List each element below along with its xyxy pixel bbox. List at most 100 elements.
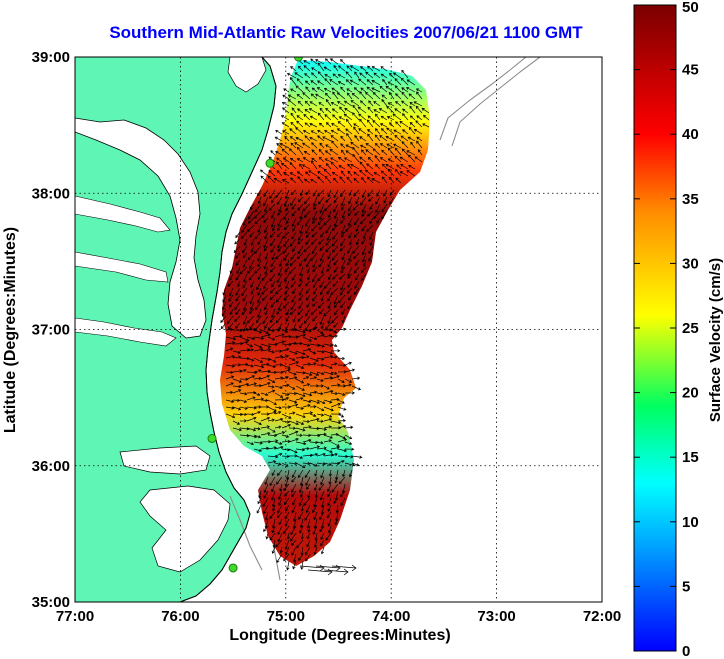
velocity-arrow [395, 101, 402, 107]
velocity-arrow [271, 469, 276, 477]
velocity-arrow [330, 135, 339, 142]
velocity-arrow [267, 446, 277, 450]
velocity-arrow [235, 287, 241, 296]
velocity-arrow [232, 406, 242, 411]
velocity-arrow [246, 412, 255, 417]
colorbar-tick-label: 45 [682, 62, 699, 79]
velocity-arrow [225, 375, 235, 380]
y-tick-label: 39:00 [32, 49, 70, 66]
velocity-arrow [278, 490, 283, 500]
velocity-arrow [422, 123, 430, 128]
velocity-arrow [267, 350, 275, 354]
velocity-arrow [337, 363, 347, 367]
velocity-arrow [327, 294, 332, 302]
radar-stations [207, 57, 303, 573]
velocity-arrow [336, 92, 346, 100]
velocity-arrow [260, 446, 270, 450]
velocity-arrow [286, 560, 290, 571]
velocity-arrow [374, 113, 381, 121]
colorbar-tick-label: 0 [682, 643, 690, 659]
velocity-arrow [315, 564, 341, 572]
velocity-arrow [379, 85, 388, 93]
velocity-arrow [415, 105, 423, 114]
velocity-arrow [359, 91, 367, 100]
velocity-arrow [289, 157, 297, 163]
velocity-arrow [399, 171, 409, 177]
velocity-arrow [330, 432, 339, 437]
velocity-arrow [379, 157, 388, 163]
velocity-arrow [401, 91, 409, 100]
velocity-arrow [308, 108, 318, 114]
velocity-arrow [320, 476, 325, 486]
velocity-arrow [345, 128, 353, 135]
velocity-arrow [253, 336, 265, 340]
velocity-arrow [277, 238, 283, 249]
velocity-arrow [302, 411, 314, 415]
velocity-arrow [313, 518, 318, 529]
velocity-arrow [354, 134, 360, 142]
velocity-arrow [302, 447, 310, 451]
velocity-arrow [380, 128, 388, 135]
velocity-arrow [276, 196, 283, 206]
velocity-arrow [246, 364, 254, 368]
velocity-arrow [304, 122, 311, 128]
velocity-arrow [338, 65, 346, 72]
velocity-arrow [288, 148, 297, 156]
velocity-arrow [345, 144, 353, 149]
velocity-arrow [320, 539, 325, 547]
velocity-arrow [296, 539, 304, 549]
velocity-arrow [278, 280, 283, 288]
velocity-arrow [288, 403, 299, 408]
velocity-arrow [408, 154, 416, 163]
velocity-arrow [283, 252, 290, 261]
velocity-arrow [298, 511, 304, 520]
velocity-arrow [239, 382, 250, 387]
velocity-arrow [284, 539, 290, 550]
velocity-arrow [303, 178, 311, 184]
velocity-arrow [346, 287, 353, 294]
velocity-arrow [299, 266, 304, 277]
velocity-arrow [304, 546, 311, 556]
velocity-arrow [389, 72, 395, 79]
velocity-arrow [262, 497, 269, 507]
velocity-arrow [275, 539, 283, 548]
velocity-arrow [263, 224, 269, 234]
velocity-arrow [235, 231, 241, 239]
velocity-arrow [246, 391, 257, 395]
velocity-arrow [339, 106, 346, 114]
velocity-arrow [232, 328, 243, 333]
velocity-arrow [372, 92, 381, 100]
velocity-arrow [310, 80, 318, 86]
velocity-arrow [316, 329, 324, 334]
velocity-arrow [320, 469, 325, 479]
velocity-arrow [326, 287, 332, 295]
velocity-arrow [365, 71, 374, 79]
colorbar-tick-label: 5 [682, 578, 690, 595]
velocity-arrow [270, 238, 276, 247]
velocity-arrow [360, 144, 367, 149]
velocity-arrow [234, 315, 241, 322]
velocity-arrow [281, 364, 291, 369]
velocity-arrow [409, 102, 416, 107]
velocity-arrow [239, 362, 249, 367]
velocity-arrow [269, 231, 276, 238]
velocity-arrow [250, 287, 255, 295]
velocity-arrow [381, 203, 388, 213]
velocity-arrow [297, 100, 304, 107]
velocity-arrow [291, 546, 297, 556]
velocity-arrow [324, 78, 332, 86]
velocity-arrow [284, 511, 290, 520]
velocity-arrow [300, 532, 304, 540]
velocity-arrow [375, 203, 381, 214]
velocity-arrow [317, 112, 325, 121]
velocity-arrow [276, 476, 283, 485]
velocity-arrow [274, 431, 286, 436]
velocity-arrow [331, 108, 339, 114]
velocity-arrow [402, 108, 409, 114]
velocity-arrow [289, 172, 297, 177]
velocity-arrow [288, 357, 296, 362]
velocity-arrow [337, 73, 346, 79]
velocity-arrow [368, 196, 374, 202]
velocity-arrow [361, 210, 367, 217]
velocity-arrow [337, 392, 346, 396]
